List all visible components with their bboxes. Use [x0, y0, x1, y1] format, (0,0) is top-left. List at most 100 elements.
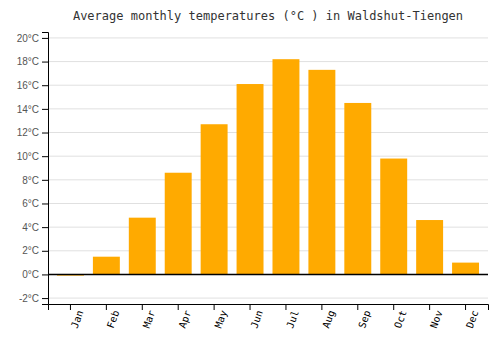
x-tick: May — [213, 304, 230, 330]
y-tick-label: 14°C — [17, 104, 39, 115]
bar — [165, 173, 192, 275]
y-tick: 16°C — [17, 80, 48, 91]
x-tick: Jan — [69, 304, 86, 330]
y-tick: 2°C — [22, 245, 48, 256]
grid-line — [48, 298, 488, 299]
y-tick: -2°C — [19, 293, 48, 304]
x-tick: Mar — [141, 304, 158, 330]
y-tick-label: 8°C — [22, 175, 39, 186]
y-tick-label: 6°C — [22, 198, 39, 209]
x-tick: Apr — [177, 304, 194, 330]
bar — [93, 257, 120, 275]
bar — [237, 84, 264, 274]
zero-line — [48, 274, 488, 276]
bar — [129, 218, 156, 275]
x-tick: Jul — [284, 304, 301, 330]
y-tick: 14°C — [17, 104, 48, 115]
x-tick: Feb — [105, 304, 122, 330]
x-tick-mark — [214, 304, 215, 310]
bar — [201, 124, 228, 274]
x-tick-mark — [142, 304, 143, 310]
y-tick-label: 0°C — [22, 269, 39, 280]
y-axis: -2°C 0°C 2°C 4°C 6°C 8°C 10°C 12°C 14°C 16°C 18°C 2… — [17, 33, 49, 305]
y-tick: 18°C — [17, 56, 48, 67]
grid — [48, 38, 488, 298]
x-tick-label: Oct — [392, 309, 409, 330]
title: Average monthly temperatures (°C ) in Wa… — [73, 9, 463, 23]
y-tick-label: 12°C — [17, 127, 39, 138]
x-tick-label: May — [213, 309, 230, 330]
x-tick-mark — [178, 304, 179, 310]
bars — [57, 59, 479, 275]
grid-line — [48, 156, 488, 157]
x-tick-label: Apr — [177, 309, 194, 330]
grid-line — [48, 132, 488, 133]
grid-line — [48, 37, 488, 38]
bar — [452, 263, 479, 275]
y-tick-label: 18°C — [17, 56, 39, 67]
y-tick-mark — [42, 133, 48, 134]
grid-line — [48, 108, 488, 109]
y-tick: 10°C — [17, 151, 48, 162]
grid-line — [48, 274, 488, 275]
y-tick-mark — [42, 203, 48, 204]
y-tick-label: 4°C — [22, 222, 39, 233]
grid-line — [48, 203, 488, 204]
y-tick: 4°C — [22, 222, 48, 233]
x-tick-label: Feb — [105, 309, 122, 330]
x-tick-mark — [321, 304, 322, 310]
x-tick-label: Dec — [464, 309, 481, 330]
bar — [344, 103, 371, 274]
x-tick-label: Sep — [356, 309, 373, 330]
y-tick-mark — [42, 298, 48, 299]
x-tick: Aug — [320, 304, 337, 330]
x-tick-label: Aug — [320, 309, 337, 330]
grid-line — [48, 85, 488, 86]
x-tick-label: Jul — [284, 309, 301, 330]
y-tick-label: 16°C — [17, 80, 39, 91]
y-tick-mark — [42, 180, 48, 181]
x-tick: Sep — [356, 304, 373, 330]
grid-line — [48, 61, 488, 62]
bar — [308, 70, 335, 275]
y-tick-mark — [42, 109, 48, 110]
x-tick: Oct — [392, 304, 409, 330]
y-tick: 6°C — [22, 198, 48, 209]
x-tick-label: Jun — [248, 309, 265, 330]
chart: -2°C 0°C 2°C 4°C 6°C 8°C 10°C 12°C 14°C 16°C 18°C 2… — [0, 0, 500, 350]
bar — [272, 59, 299, 274]
x-tick-mark — [285, 304, 286, 310]
x-tick-mark — [106, 304, 107, 310]
x-tick-mark — [250, 304, 251, 310]
y-tick-label: 10°C — [17, 151, 39, 162]
y-tick: 8°C — [22, 175, 48, 186]
y-tick-mark — [42, 38, 48, 39]
x-tick: Dec — [464, 304, 481, 330]
x-axis-line — [49, 305, 489, 311]
y-tick: 20°C — [17, 33, 48, 44]
y-axis-line — [42, 33, 49, 305]
x-tick-label: Mar — [141, 309, 158, 330]
y-tick-mark — [42, 274, 48, 275]
y-tick-mark — [42, 251, 48, 252]
x-tick-mark — [393, 304, 394, 310]
x-tick-mark — [70, 304, 71, 310]
bar — [380, 159, 407, 275]
x-tick: Nov — [428, 304, 445, 330]
x-tick-mark — [429, 304, 430, 310]
x-tick-label: Jan — [69, 309, 86, 330]
y-tick-label: -2°C — [19, 293, 39, 304]
x-tick-mark — [465, 304, 466, 310]
y-tick-mark — [42, 227, 48, 228]
y-tick-mark — [42, 85, 48, 86]
y-tick-mark — [42, 156, 48, 157]
grid-line — [48, 179, 488, 180]
x-tick: Jun — [248, 304, 265, 330]
x-tick-mark — [357, 304, 358, 310]
x-tick-label: Nov — [428, 309, 445, 330]
y-tick-label: 2°C — [22, 245, 39, 256]
bar — [416, 220, 443, 274]
y-tick: 0°C — [22, 269, 48, 280]
y-tick-mark — [42, 62, 48, 63]
y-tick-label: 20°C — [17, 33, 39, 44]
